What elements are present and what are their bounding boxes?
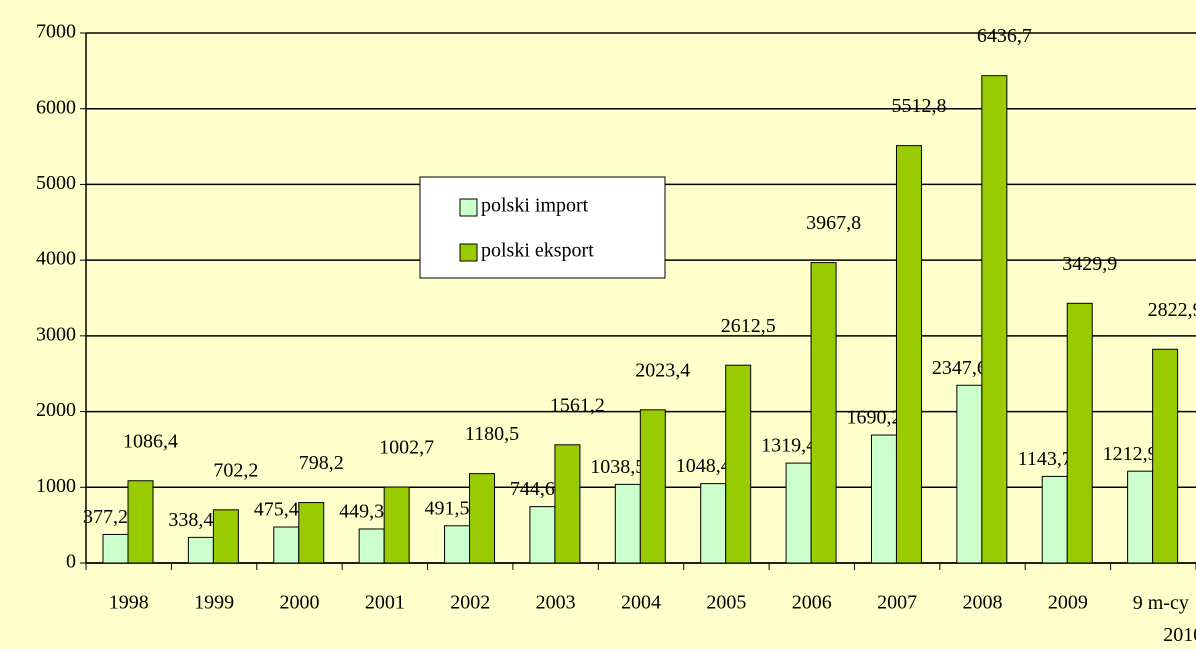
bar: [1127, 470, 1154, 564]
legend-swatch: [459, 243, 478, 262]
legend: [419, 176, 666, 279]
x-tick-label: 2007: [877, 592, 917, 614]
x-tick-label-line: 9 m-cy: [1133, 592, 1194, 614]
bar: [469, 473, 496, 564]
y-tick-label: 3000: [36, 323, 76, 345]
y-tick-label: 4000: [36, 248, 76, 270]
bar: [554, 444, 581, 564]
x-tick-label: 2004: [621, 592, 661, 614]
bar: [895, 145, 922, 564]
x-tick-label: 2006: [792, 592, 832, 614]
legend-swatch: [459, 198, 478, 217]
data-label: 1143,7: [1018, 448, 1072, 470]
data-label: 491,5: [425, 497, 470, 519]
x-tick-label: 2005: [706, 592, 746, 614]
data-label: 2347,6: [932, 357, 987, 379]
data-label: 1212,9: [1103, 443, 1158, 465]
x-tick-label-line: 2010: [1163, 624, 1196, 646]
y-tick-label: 1000: [36, 475, 76, 497]
data-label: 475,4: [254, 499, 299, 521]
data-label: 3429,9: [1062, 253, 1117, 275]
data-label: 1180,5: [465, 423, 519, 445]
x-tick-label: 2002: [450, 592, 490, 614]
bar: [127, 480, 154, 564]
bar: [1066, 302, 1093, 564]
bar: [614, 483, 641, 564]
x-tick-label: 9 m-cy 2010: [1133, 592, 1196, 646]
bar: [810, 262, 837, 564]
data-label: 744,6: [510, 478, 555, 500]
bar: [981, 75, 1008, 564]
data-label: 2822,9: [1148, 299, 1196, 321]
data-label: 1561,2: [550, 394, 605, 416]
y-tick-label: 2000: [36, 399, 76, 421]
y-tick-label: 6000: [36, 96, 76, 118]
data-label: 1038,5: [590, 456, 645, 478]
bar: [212, 509, 239, 564]
bar: [298, 502, 325, 564]
x-tick-label: 1999: [194, 592, 234, 614]
bar: [639, 409, 666, 564]
bar: [956, 384, 983, 564]
data-label: 338,4: [168, 509, 213, 531]
x-tick-label: 2008: [963, 592, 1003, 614]
bar: [187, 536, 214, 564]
data-label: 377,2: [83, 506, 128, 528]
bar: [1041, 475, 1068, 564]
bar: [273, 526, 300, 564]
bar: [1152, 348, 1179, 564]
bar: [529, 506, 556, 564]
data-label: 1319,4: [761, 435, 816, 457]
y-tick-label: 5000: [36, 172, 76, 194]
bar: [102, 533, 129, 564]
y-tick-label: 0: [66, 551, 76, 573]
data-label: 5512,8: [891, 95, 946, 117]
data-label: 1002,7: [379, 437, 434, 459]
data-label: 1086,4: [123, 430, 178, 452]
y-tick-label: 7000: [36, 21, 76, 43]
bar: [444, 525, 471, 564]
data-label: 449,3: [339, 501, 384, 523]
data-label: 702,2: [213, 459, 258, 481]
x-tick-label: 2000: [279, 592, 319, 614]
data-label: 2612,5: [721, 315, 776, 337]
bar: [700, 483, 727, 564]
bar: [725, 364, 752, 564]
x-tick-label: 2001: [365, 592, 405, 614]
data-label: 3967,8: [806, 212, 861, 234]
legend-label: polski eksport: [481, 240, 594, 262]
bar: [383, 486, 410, 564]
x-tick-label: 2009: [1048, 592, 1088, 614]
bar: [358, 528, 385, 564]
x-tick-label: 1998: [109, 592, 149, 614]
data-label: 2023,4: [635, 359, 690, 381]
data-label: 6436,7: [977, 25, 1032, 47]
data-label: 1690,2: [846, 407, 901, 429]
data-label: 798,2: [299, 452, 344, 474]
bar: [870, 434, 897, 564]
bar: [785, 462, 812, 564]
data-label: 1048,4: [676, 455, 731, 477]
x-tick-label: 2003: [536, 592, 576, 614]
legend-label: polski import: [481, 195, 589, 217]
